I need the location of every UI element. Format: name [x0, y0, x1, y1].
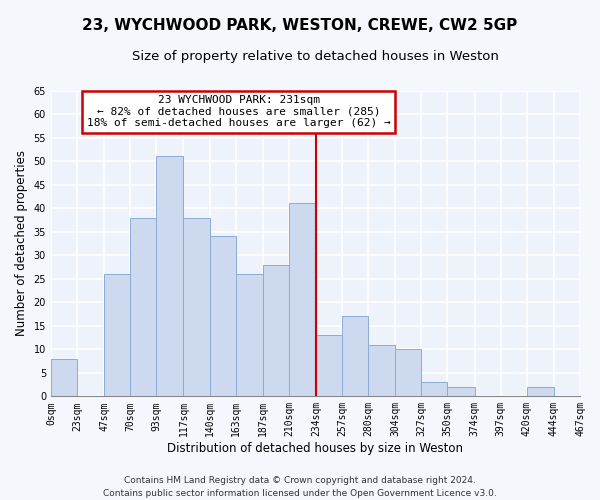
- Bar: [448, 387, 475, 396]
- Bar: [527, 387, 554, 396]
- Bar: [395, 350, 421, 397]
- Text: 23 WYCHWOOD PARK: 231sqm
← 82% of detached houses are smaller (285)
18% of semi-: 23 WYCHWOOD PARK: 231sqm ← 82% of detach…: [87, 95, 391, 128]
- Bar: [104, 274, 130, 396]
- Bar: [263, 264, 289, 396]
- Bar: [289, 204, 316, 396]
- Bar: [184, 218, 209, 396]
- Bar: [368, 344, 395, 397]
- Y-axis label: Number of detached properties: Number of detached properties: [15, 150, 28, 336]
- Bar: [156, 156, 184, 396]
- Text: Contains HM Land Registry data © Crown copyright and database right 2024.
Contai: Contains HM Land Registry data © Crown c…: [103, 476, 497, 498]
- Title: Size of property relative to detached houses in Weston: Size of property relative to detached ho…: [132, 50, 499, 63]
- Bar: [130, 218, 156, 396]
- Bar: [51, 358, 77, 397]
- Bar: [209, 236, 236, 396]
- X-axis label: Distribution of detached houses by size in Weston: Distribution of detached houses by size …: [167, 442, 463, 455]
- Bar: [421, 382, 448, 396]
- Bar: [342, 316, 368, 396]
- Text: 23, WYCHWOOD PARK, WESTON, CREWE, CW2 5GP: 23, WYCHWOOD PARK, WESTON, CREWE, CW2 5G…: [82, 18, 518, 32]
- Bar: [316, 335, 342, 396]
- Bar: [236, 274, 263, 396]
